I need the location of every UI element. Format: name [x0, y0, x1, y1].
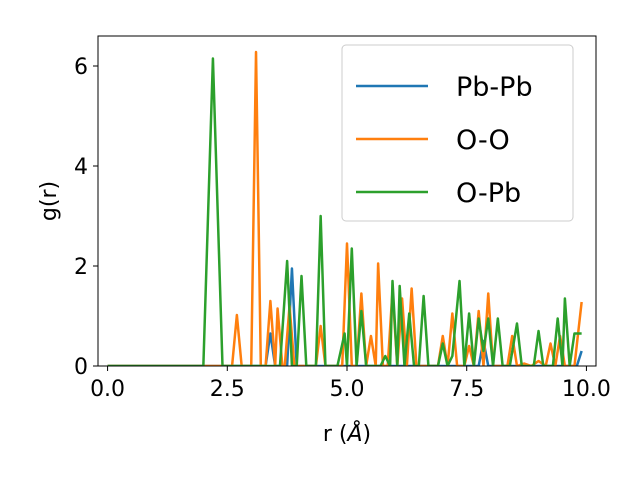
x-axis-label: r (Å): [323, 420, 371, 447]
y-tick-label: 4: [74, 155, 88, 180]
y-tick-label: 2: [74, 255, 88, 280]
series-line-pb-pb: [107, 267, 583, 366]
x-tick-label: 2.5: [210, 377, 245, 402]
y-tick-label: 0: [74, 355, 88, 380]
legend: Pb-Pb O-O O-Pb: [341, 44, 574, 222]
legend-label-o-pb: O-Pb: [456, 178, 521, 209]
legend-label-o-o: O-O: [456, 125, 510, 156]
x-axis: 0.0 2.5 5.0 7.5 10.0: [90, 366, 611, 402]
x-tick-label: 10.0: [562, 377, 611, 402]
y-axis: 0 2 4 6: [74, 55, 98, 380]
legend-frame: [341, 44, 574, 222]
y-tick-label: 6: [74, 55, 88, 80]
legend-label-pb-pb: Pb-Pb: [456, 72, 533, 103]
y-axis-label: g(r): [37, 181, 62, 221]
x-tick-label: 5.0: [330, 377, 365, 402]
x-tick-label: 7.5: [449, 377, 484, 402]
x-tick-label: 0.0: [90, 377, 125, 402]
